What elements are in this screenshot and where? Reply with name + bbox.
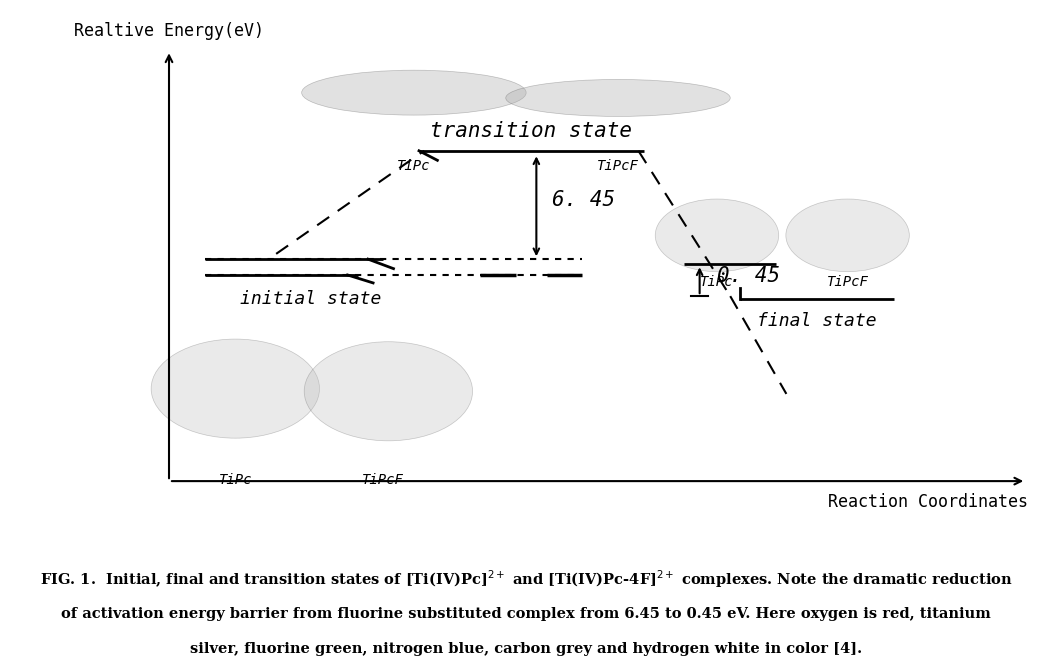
Ellipse shape [506, 80, 730, 116]
Text: TiPc: TiPc [219, 473, 252, 487]
Text: 6. 45: 6. 45 [551, 190, 614, 209]
Text: silver, fluorine green, nitrogen blue, carbon grey and hydrogen white in color [: silver, fluorine green, nitrogen blue, c… [190, 642, 862, 656]
Text: FIG. 1.  Initial, final and transition states of [Ti(IV)Pc]$^{2+}$ and [Ti(IV)Pc: FIG. 1. Initial, final and transition st… [40, 568, 1012, 589]
Text: TiPc: TiPc [398, 159, 430, 173]
Ellipse shape [151, 339, 320, 438]
Text: Reaction Coordinates: Reaction Coordinates [828, 493, 1028, 511]
Text: TiPcF: TiPcF [827, 275, 869, 289]
Text: initial state: initial state [241, 290, 382, 308]
Text: TiPcF: TiPcF [598, 159, 639, 173]
Text: Realtive Energy(eV): Realtive Energy(eV) [74, 22, 264, 40]
Ellipse shape [786, 199, 909, 272]
Text: TiPc: TiPc [701, 275, 733, 289]
Text: of activation energy barrier from fluorine substituted complex from 6.45 to 0.45: of activation energy barrier from fluori… [61, 607, 991, 621]
Ellipse shape [655, 199, 778, 272]
Text: 0. 45: 0. 45 [717, 266, 781, 286]
Ellipse shape [304, 342, 472, 441]
Text: final state: final state [757, 312, 876, 330]
Ellipse shape [302, 70, 526, 115]
Text: TiPcF: TiPcF [362, 473, 404, 487]
Text: transition state: transition state [430, 121, 632, 141]
